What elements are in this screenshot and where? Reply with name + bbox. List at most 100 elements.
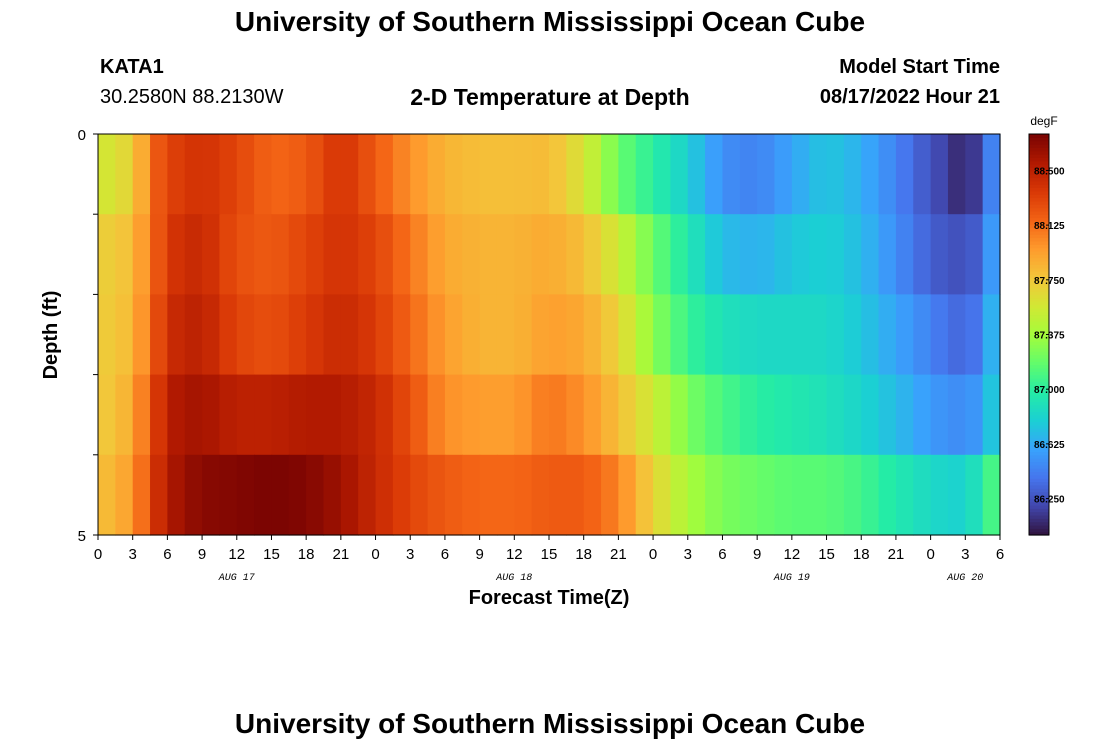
heatmap-cells <box>98 134 1001 536</box>
heatmap-cell <box>98 214 116 295</box>
heatmap-cell <box>115 134 134 215</box>
heatmap-cell <box>340 214 359 295</box>
heatmap-cell <box>323 454 342 536</box>
heatmap-cell <box>965 294 984 376</box>
colorbar-swatch <box>1029 157 1049 162</box>
y-axis: 05 <box>78 127 98 545</box>
colorbar-swatch <box>1029 204 1049 209</box>
heatmap-cell <box>757 134 776 215</box>
heatmap-cell <box>150 294 168 376</box>
x-tick-label: 15 <box>541 546 558 563</box>
heatmap-cell <box>427 214 446 295</box>
colorbar-swatch <box>1029 200 1049 205</box>
heatmap-cell <box>306 214 325 295</box>
heatmap-cell <box>913 374 932 456</box>
heatmap-cell <box>288 374 307 456</box>
heatmap-cell <box>150 214 168 295</box>
heatmap-cell <box>722 454 741 536</box>
colorbar-swatch <box>1029 397 1049 402</box>
heatmap-cell <box>722 294 741 376</box>
x-tick-label: 18 <box>575 546 592 563</box>
heatmap-cell <box>410 454 429 536</box>
heatmap-cell <box>167 134 186 215</box>
heatmap-cell <box>236 294 255 376</box>
colorbar-swatch <box>1029 524 1049 529</box>
heatmap-cell <box>982 134 1001 215</box>
colorbar-swatch <box>1029 464 1049 469</box>
heatmap-cell <box>236 134 255 215</box>
x-tick-label: 9 <box>475 546 483 563</box>
heatmap-cell <box>462 294 481 376</box>
heatmap-cell <box>982 294 1001 376</box>
heatmap-cell <box>583 294 602 376</box>
x-tick-label: 0 <box>371 546 379 563</box>
colorbar-swatch <box>1029 408 1049 412</box>
heatmap-cell <box>774 454 793 536</box>
model-start-label: Model Start Time <box>839 56 1000 78</box>
colorbar-swatch <box>1029 144 1049 148</box>
colorbar-swatch <box>1029 321 1049 326</box>
heatmap-cell <box>514 134 533 215</box>
heatmap-cell <box>739 214 758 295</box>
colorbar-swatch <box>1029 528 1049 533</box>
heatmap-cell <box>98 374 116 456</box>
x-axis-label: Forecast Time(Z) <box>469 587 630 609</box>
x-tick-label: 18 <box>298 546 315 563</box>
heatmap-cell <box>306 134 325 215</box>
colorbar-swatch <box>1029 504 1049 509</box>
colorbar-swatch <box>1029 391 1049 396</box>
heatmap-cell <box>531 134 550 215</box>
heatmap-cell <box>219 134 238 215</box>
colorbar-swatch <box>1029 451 1049 456</box>
x-tick-label: 3 <box>406 546 414 563</box>
heatmap-cell <box>531 454 550 536</box>
heatmap-cell <box>809 294 828 376</box>
colorbar-swatch <box>1029 418 1049 422</box>
x-tick-label: 3 <box>684 546 692 563</box>
heatmap-cell <box>861 374 880 456</box>
heatmap-cell <box>115 454 134 536</box>
heatmap-cell <box>566 134 585 215</box>
y-axis-label: Depth (ft) <box>40 291 62 380</box>
heatmap-cell <box>514 374 533 456</box>
heatmap-cell <box>843 454 862 536</box>
colorbar-tick-label: 87.000 <box>1034 385 1065 396</box>
colorbar-swatch <box>1029 307 1049 312</box>
colorbar: 88.500 88.125 87.750 87.375 87.000 86.625 86.2… <box>1028 133 1065 536</box>
heatmap-cell <box>392 134 411 215</box>
heatmap-cell <box>670 214 689 295</box>
heatmap-cell <box>479 374 498 456</box>
colorbar-swatch <box>1029 210 1049 215</box>
heatmap-cell <box>791 134 810 215</box>
colorbar-swatch <box>1029 401 1049 406</box>
heatmap-cell <box>653 374 672 456</box>
colorbar-swatch <box>1029 230 1049 235</box>
colorbar-swatch <box>1029 434 1049 439</box>
colorbar-swatch <box>1029 167 1049 172</box>
heatmap-cell <box>705 454 724 536</box>
heatmap-cell <box>705 134 724 215</box>
heatmap-cell <box>757 374 776 456</box>
heatmap-cell <box>791 214 810 295</box>
heatmap-cell <box>150 454 168 536</box>
colorbar-swatch <box>1029 488 1049 493</box>
colorbar-tick-label: 86.625 <box>1034 440 1065 451</box>
heatmap-cell <box>271 454 290 536</box>
x-tick-label: 21 <box>610 546 627 563</box>
heatmap-cell <box>98 294 116 376</box>
heatmap-cell <box>722 214 741 295</box>
colorbar-tick-label: 87.375 <box>1034 331 1065 342</box>
heatmap-cell <box>254 294 273 376</box>
heatmap-cell <box>150 374 168 456</box>
colorbar-swatch <box>1029 154 1049 158</box>
heatmap-cell <box>809 214 828 295</box>
colorbar-swatch <box>1029 508 1049 513</box>
colorbar-swatch <box>1029 214 1049 219</box>
heatmap-cell <box>358 214 377 295</box>
colorbar-swatch <box>1029 284 1049 289</box>
heatmap-cell <box>670 454 689 536</box>
heatmap-cell <box>618 454 637 536</box>
colorbar-swatch <box>1029 387 1049 392</box>
heatmap-cell <box>895 214 914 295</box>
heatmap-cell <box>202 454 221 536</box>
